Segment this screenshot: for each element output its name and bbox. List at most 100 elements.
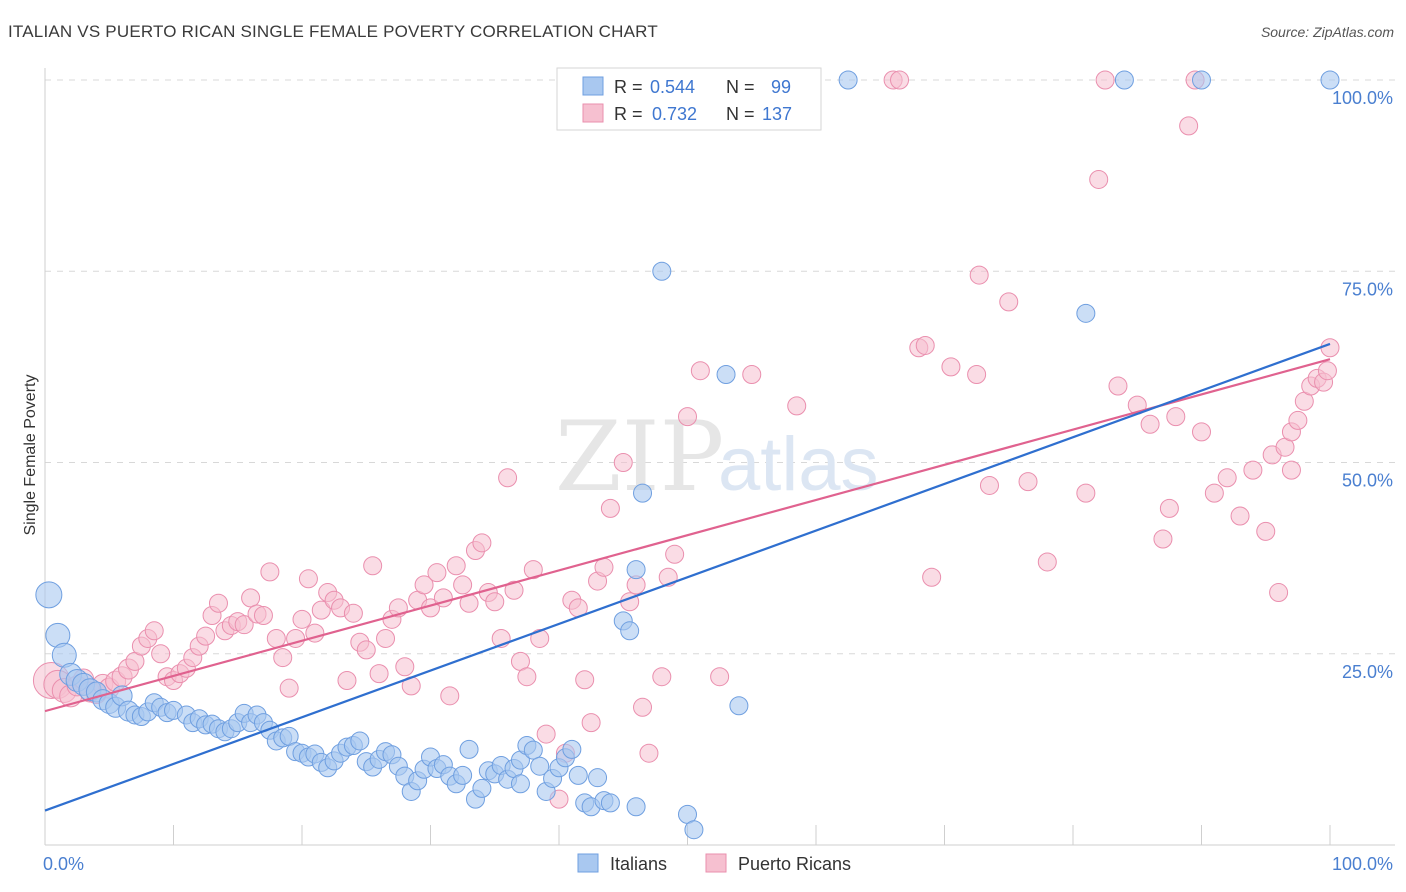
puerto-ricans-point [710, 667, 730, 687]
italians-point [588, 768, 608, 788]
italians-point [838, 70, 858, 90]
puerto-ricans-point [208, 593, 228, 613]
watermark-atlas: atlas [718, 422, 879, 507]
puerto-ricans-point [1089, 169, 1109, 189]
puerto-ricans-point [575, 670, 595, 690]
y-tick-label: 50.0% [1342, 471, 1393, 491]
puerto-ricans-point [969, 265, 989, 285]
axes [44, 68, 1395, 846]
italians-legend-label: Italians [610, 854, 667, 874]
puerto-ricans-point [1230, 506, 1250, 526]
puerto-ricans-point [298, 569, 318, 589]
grid-lines [45, 79, 1395, 655]
italians-point [562, 739, 582, 759]
chart-title: ITALIAN VS PUERTO RICAN SINGLE FEMALE PO… [8, 22, 658, 41]
puerto-ricans-point [941, 357, 961, 377]
puerto-ricans-n-value: 137 [762, 104, 792, 124]
trend-lines [44, 342, 1331, 812]
puerto-ricans-point [453, 575, 473, 595]
puerto-ricans-point [633, 697, 653, 717]
puerto-ricans-point [376, 628, 396, 648]
puerto-ricans-point [395, 657, 415, 677]
puerto-ricans-legend-marker [705, 853, 727, 873]
puerto-ricans-point [1217, 468, 1237, 488]
italians-point [652, 261, 672, 281]
puerto-ricans-point [1269, 583, 1289, 603]
puerto-ricans-trend-line [44, 358, 1331, 713]
italians-r-label: R = [614, 77, 643, 97]
italians-point [453, 765, 473, 785]
italians-point [568, 765, 588, 785]
italians-point [350, 731, 370, 751]
puerto-ricans-point [498, 468, 518, 488]
puerto-ricans-point [581, 713, 601, 733]
puerto-ricans-n-label: N = [726, 104, 755, 124]
puerto-ricans-point [530, 628, 550, 648]
x-tick-label: 0.0% [43, 854, 84, 874]
puerto-ricans-point [787, 396, 807, 416]
puerto-ricans-point [273, 648, 293, 668]
puerto-ricans-point [1281, 460, 1301, 480]
puerto-ricans-point [1153, 529, 1173, 549]
italians-legend-marker [577, 853, 599, 873]
puerto-ricans-point [742, 365, 762, 385]
puerto-ricans-r-value: 0.732 [652, 104, 697, 124]
puerto-ricans-point [979, 475, 999, 495]
italians-point [684, 820, 704, 840]
puerto-ricans-point [241, 588, 261, 608]
italians-point [1114, 70, 1134, 90]
italians-point [1192, 70, 1211, 90]
puerto-ricans-point [1095, 70, 1115, 90]
puerto-ricans-point [472, 533, 492, 553]
puerto-ricans-point [234, 615, 254, 635]
italians-legend-swatch [582, 76, 604, 96]
puerto-ricans-point [915, 335, 935, 355]
puerto-ricans-point [1108, 376, 1128, 396]
italians-point [633, 483, 653, 503]
puerto-ricans-point [414, 575, 434, 595]
puerto-ricans-point [253, 606, 273, 625]
italians-point [530, 756, 550, 776]
italians-point [716, 365, 736, 385]
y-axis-label: Single Female Poverty [22, 375, 39, 536]
puerto-ricans-point [536, 724, 556, 744]
puerto-ricans-point [999, 292, 1019, 312]
puerto-ricans-point [260, 562, 280, 582]
italians-point [1320, 70, 1340, 90]
y-tick-label: 100.0% [1332, 88, 1393, 108]
puerto-ricans-point [1320, 338, 1340, 358]
puerto-ricans-point [1256, 521, 1276, 541]
puerto-ricans-point [523, 560, 543, 580]
italians-point [626, 560, 646, 580]
source-label: Source: ZipAtlas.com [1260, 24, 1394, 40]
puerto-ricans-legend-label: Puerto Ricans [738, 854, 851, 874]
puerto-ricans-point [639, 743, 659, 763]
italians-point [1076, 303, 1096, 323]
puerto-ricans-r-label: R = [614, 104, 643, 124]
puerto-ricans-point [665, 544, 685, 564]
italians-point [510, 774, 530, 794]
puerto-ricans-point [504, 580, 524, 600]
puerto-ricans-point [890, 70, 910, 90]
italians-trend-line [44, 342, 1331, 812]
puerto-ricans-point [922, 567, 942, 587]
italians-n-value: 99 [771, 77, 791, 97]
puerto-ricans-point [594, 557, 614, 577]
puerto-ricans-point [1159, 498, 1179, 518]
puerto-ricans-point [1166, 407, 1186, 427]
y-tick-label: 25.0% [1342, 662, 1393, 682]
puerto-ricans-point [356, 640, 376, 660]
series-legend: Italians Puerto Ricans [577, 853, 851, 874]
italians-point [472, 778, 492, 798]
puerto-ricans-point [196, 626, 216, 646]
puerto-ricans-point [292, 609, 312, 629]
puerto-ricans-point [266, 628, 286, 648]
puerto-ricans-point [967, 365, 987, 385]
puerto-ricans-point [1288, 410, 1308, 430]
puerto-ricans-point [1204, 483, 1224, 503]
puerto-ricans-point [1317, 361, 1337, 381]
italians-point [35, 581, 63, 609]
puerto-ricans-point [1179, 116, 1199, 136]
puerto-ricans-point [1018, 472, 1038, 492]
